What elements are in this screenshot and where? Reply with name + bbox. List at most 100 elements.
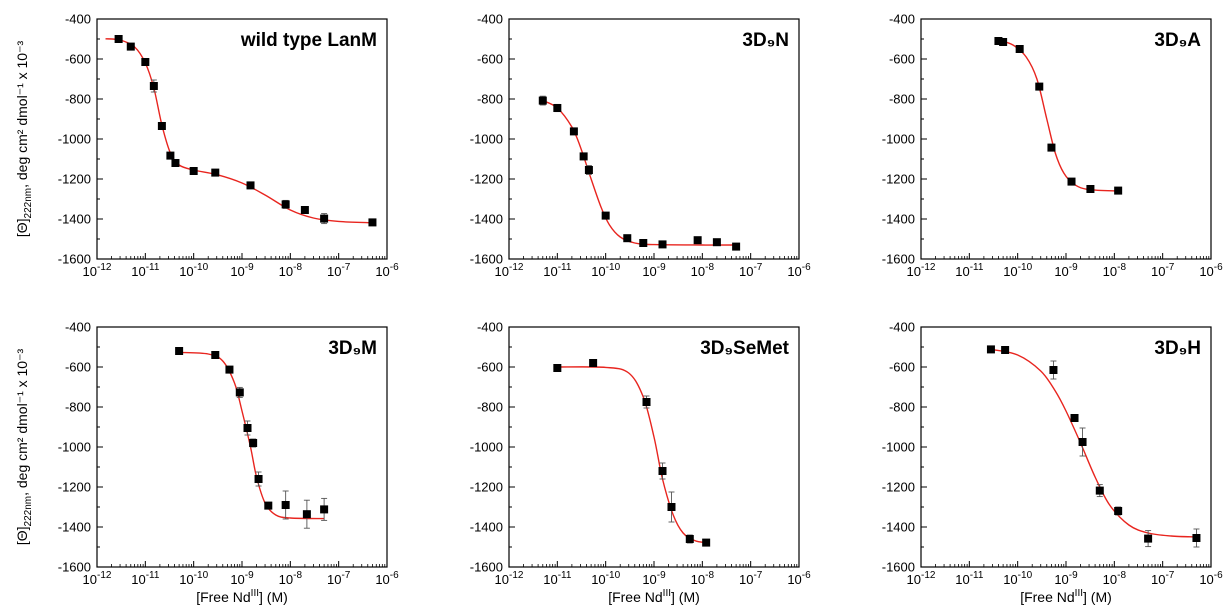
x-tick-label: 10-9 [642,262,666,279]
data-point [249,439,258,447]
panel-title: 3D₉SeMet [700,338,789,359]
x-tick-label: 10-8 [279,570,303,587]
panel-title: 3D₉A [1154,30,1201,51]
x-tick-label: 10-12 [83,570,112,587]
y-tick-label: -1000 [58,440,91,455]
y-tick-label: -1400 [882,212,915,227]
data-point [300,206,309,214]
data-point [642,398,651,406]
x-tick-label: 10-7 [1151,262,1175,279]
data-point [601,211,610,220]
data-point [1095,486,1104,495]
data-point [712,238,721,247]
y-axis-label: [Θ]222nm, deg cm² dmol⁻¹ x 10⁻³ [14,349,34,546]
data-point [320,505,329,514]
x-tick-label: 10-9 [230,262,254,279]
data-point [1086,185,1095,193]
data-point [171,159,180,167]
x-tick-label: 10-8 [279,262,303,279]
data-point [623,234,632,243]
data-point [667,503,676,511]
x-tick-label: 10-9 [1054,262,1078,279]
y-tick-label: -400 [65,320,91,335]
y-axis-label: [Θ]222nm, deg cm² dmol⁻¹ x 10⁻³ [14,41,34,238]
y-tick-label: -800 [65,92,91,107]
y-tick-label: -600 [477,52,503,67]
data-point [1047,143,1056,152]
data-point [1114,186,1123,195]
data-point [141,58,150,66]
y-tick-label: -400 [889,12,915,27]
data-point [246,181,255,190]
data-point [211,351,220,359]
data-point [1144,534,1153,543]
data-point [114,35,123,43]
y-tick-label: -1200 [882,172,915,187]
x-tick-label: 10-6 [1199,262,1223,279]
data-point [589,359,598,367]
x-tick-label: 10-11 [131,570,160,587]
y-tick-label: -400 [477,12,503,27]
x-tick-label: 10-9 [230,570,254,587]
plot-frame [920,326,1212,568]
x-tick-label: 10-6 [375,570,399,587]
x-tick-label: 10-8 [1103,262,1127,279]
data-point [368,218,377,227]
x-tick-label: 10-6 [1199,570,1223,587]
data-point [732,242,741,251]
x-tick-label: 10-6 [787,570,811,587]
data-point [693,236,702,245]
data-point [1192,534,1201,542]
data-point [1067,177,1076,186]
y-tick-label: -1400 [882,520,915,535]
x-tick-label: 10-10 [591,570,620,587]
x-tick-label: 10-7 [739,262,763,279]
data-point [1015,45,1024,53]
data-point [189,167,198,175]
data-point [1114,507,1123,515]
fit-curve [542,99,737,246]
x-tick-label: 10-11 [955,262,984,279]
y-tick-label: -600 [889,52,915,67]
y-tick-label: -600 [65,360,91,375]
x-tick-label: 10-8 [691,570,715,587]
x-tick-label: 10-12 [495,262,524,279]
y-tick-label: -1600 [882,560,915,575]
y-tick-label: -1400 [470,212,503,227]
panel-title: wild type LanM [240,30,377,51]
y-tick-label: -1600 [470,560,503,575]
x-tick-label: 10-10 [591,262,620,279]
fit-curve [990,348,1197,538]
x-tick-label: 10-10 [1003,570,1032,587]
y-tick-label: -1600 [882,252,915,267]
data-point [235,388,244,397]
x-tick-label: 10-12 [907,262,936,279]
data-point [986,345,995,354]
y-tick-label: -800 [889,92,915,107]
data-point [211,168,220,177]
x-tick-label: 10-7 [327,262,351,279]
data-point [569,127,578,136]
y-tick-label: -1200 [470,480,503,495]
y-tick-label: -400 [477,320,503,335]
data-point [149,82,158,90]
data-point [243,424,252,432]
y-tick-label: -1000 [58,132,91,147]
data-point [685,535,694,543]
data-point [1001,346,1010,354]
y-tick-label: -1200 [58,480,91,495]
y-tick-label: -600 [65,52,91,67]
y-tick-label: -1000 [882,132,915,147]
x-tick-label: 10-12 [83,262,112,279]
x-tick-label: 10-8 [691,262,715,279]
x-axis-label: [Free NdIII] (M) [1020,588,1112,605]
data-point [658,240,667,249]
fit-curve [179,351,325,520]
data-point [584,166,593,174]
x-tick-label: 10-12 [907,570,936,587]
